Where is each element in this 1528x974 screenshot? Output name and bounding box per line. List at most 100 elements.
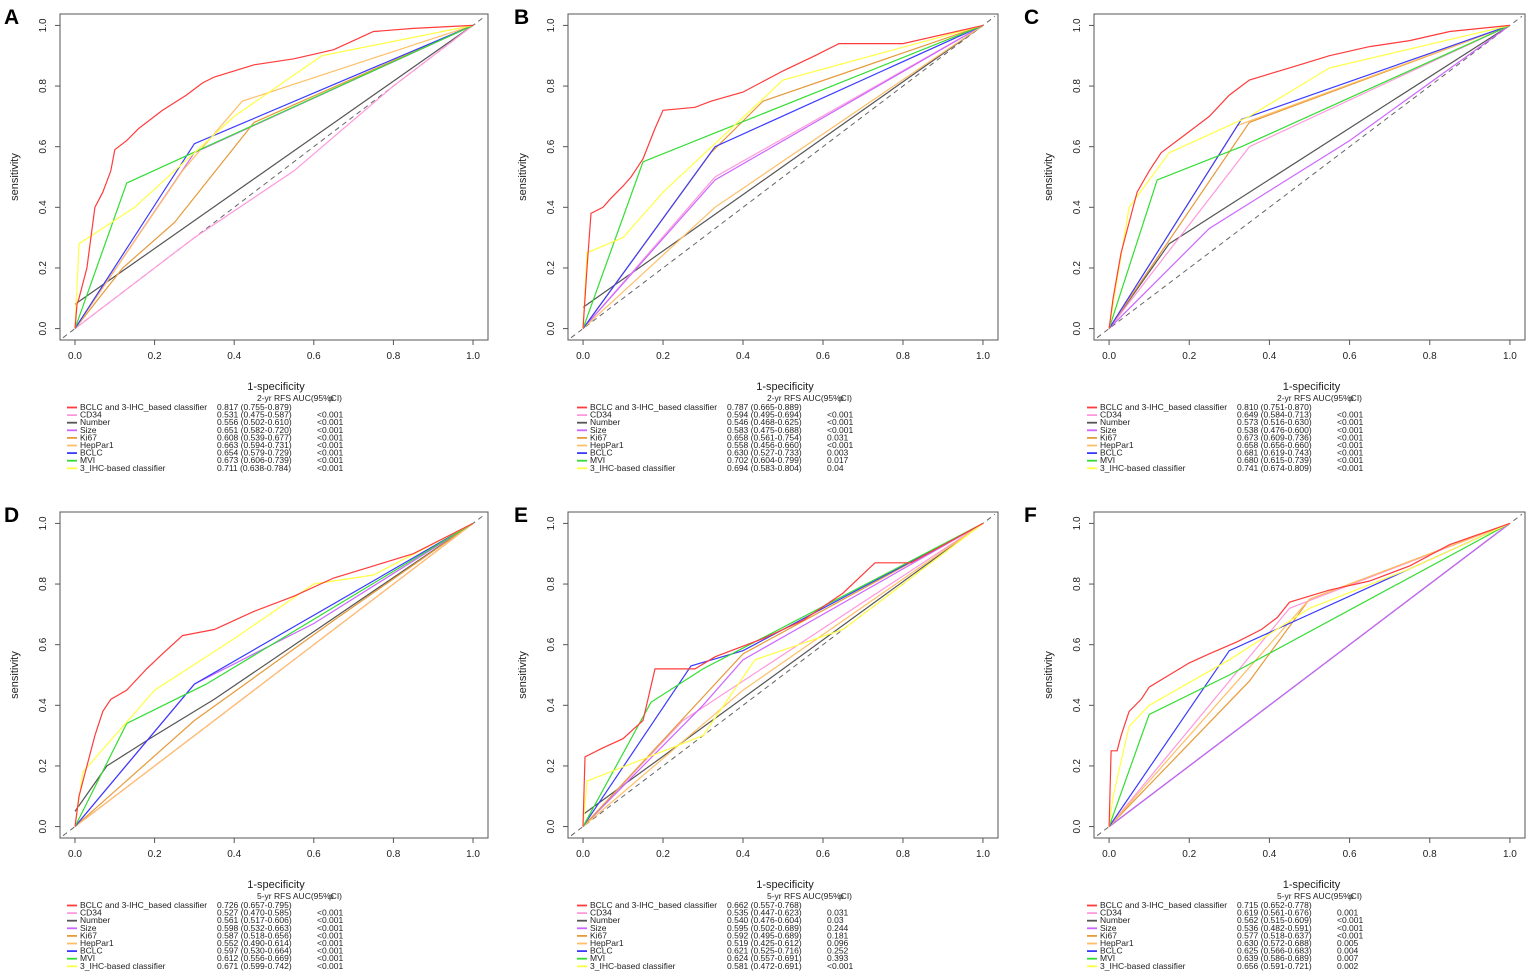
legend-p-value: <0.001: [317, 908, 344, 918]
x-tick-label: 1.0: [1503, 849, 1517, 860]
roc-curve-mvi: [582, 522, 984, 827]
legend-p-value: <0.001: [827, 425, 854, 435]
legend-auc: 0.702 (0.604-0.799): [727, 455, 802, 465]
legend-p-value: <0.001: [1337, 915, 1364, 925]
x-tick-label: 1.0: [976, 351, 990, 362]
x-tick-label: 0.0: [1102, 849, 1116, 860]
y-tick-label: 1.0: [1072, 516, 1083, 530]
roc-curve-mvi: [1108, 24, 1511, 329]
legend-series-name: MVI: [1100, 455, 1115, 465]
legend-auc: 0.527 (0.470-0.585): [217, 908, 292, 918]
panel-letter: E: [514, 504, 528, 527]
legend-series-name: Size: [590, 923, 607, 933]
x-tick-label: 0.6: [1343, 849, 1357, 860]
x-tick-label: 0.4: [227, 849, 241, 860]
y-tick-label: 1.0: [546, 516, 557, 530]
legend-p-value: <0.001: [317, 448, 344, 458]
x-tick-label: 0.4: [736, 351, 750, 362]
legend-row: CD34 0.527 (0.470-0.585) <0.001: [67, 908, 344, 918]
y-tick-label: 1.0: [38, 516, 49, 530]
legend-series-name: Number: [590, 417, 620, 427]
y-tick-label: 0.2: [38, 261, 49, 275]
legend-series-name: BCLC: [590, 448, 613, 458]
y-tick-label: 1.0: [546, 18, 557, 32]
legend: 2-yr RFS AUC(95%CI)p BCLC and 3-IHC_based…: [1087, 393, 1364, 473]
legend-series-name: 3_IHC-based classifier: [590, 961, 676, 971]
legend-row: BCLC and 3-IHC_based classifier 0.787 (0.…: [577, 402, 802, 412]
roc-curve-heppar1: [582, 522, 984, 828]
x-tick-label: 0.0: [1102, 351, 1116, 362]
legend-series-name: HepPar1: [1100, 938, 1134, 948]
legend-series-name: Ki67: [1100, 930, 1117, 940]
legend-p-value: <0.001: [827, 961, 854, 971]
legend-row: HepPar1 0.558 (0.456-0.660) <0.001: [577, 440, 854, 450]
y-tick-label: 0.8: [1072, 79, 1083, 93]
legend-auc: 0.787 (0.665-0.889): [727, 402, 802, 412]
legend-series-name: Number: [80, 417, 110, 427]
legend-p-value: <0.001: [317, 953, 344, 963]
legend-series-name: Size: [590, 425, 607, 435]
legend-series-name: MVI: [590, 953, 605, 963]
roc-curve-3-ihc-based-classifier: [74, 522, 474, 827]
x-tick-label: 0.8: [386, 351, 400, 362]
legend: 5-yr RFS AUC(95%CI)p BCLC and 3-IHC_based…: [1087, 891, 1364, 971]
y-tick-label: 0.8: [38, 577, 49, 591]
panel-letter: B: [514, 6, 529, 29]
legend-row: Number 0.546 (0.468-0.625) <0.001: [577, 417, 854, 427]
roc-curve-bclc: [74, 522, 474, 827]
x-tick-label: 0.8: [896, 351, 910, 362]
legend-auc: 0.662 (0.557-0.768): [727, 900, 802, 910]
roc-curve-bclc-and-3-ihc-based-classifier: [1108, 24, 1510, 329]
legend-p-value: 0.017: [827, 455, 849, 465]
y-tick-label: 0.0: [38, 321, 49, 335]
roc-curve-bclc-and-3-ihc-based-classifier: [1108, 522, 1511, 827]
legend-series-name: Number: [80, 915, 110, 925]
legend-header: 2-yr RFS AUC(95%CI): [257, 393, 342, 403]
legend-row: BCLC and 3-IHC_based classifier 0.715 (0.…: [1087, 900, 1312, 910]
plot-frame: [1093, 13, 1526, 341]
legend-auc: 0.558 (0.456-0.660): [727, 440, 802, 450]
legend-auc: 0.621 (0.525-0.716): [727, 946, 802, 956]
legend-series-name: MVI: [80, 953, 95, 963]
legend-header: 5-yr RFS AUC(95%CI): [1277, 891, 1362, 901]
legend-auc: 0.673 (0.606-0.739): [217, 455, 292, 465]
legend-row: Ki67 0.577 (0.518-0.637) <0.001: [1087, 930, 1364, 940]
legend-row: MVI 0.624 (0.557-0.691) 0.393: [577, 953, 849, 963]
legend-row: Size 0.536 (0.482-0.591) <0.001: [1087, 923, 1364, 933]
roc-curve-bclc: [582, 24, 984, 329]
y-tick-label: 0.6: [1072, 637, 1083, 651]
legend-series-name: HepPar1: [590, 440, 624, 450]
legend-p-header: p: [839, 891, 844, 901]
legend-p-value: <0.001: [1337, 923, 1364, 933]
roc-curve-size: [582, 24, 984, 329]
roc-curve-bclc-and-3-ihc-based-classifier: [74, 24, 474, 329]
legend-row: MVI 0.702 (0.604-0.799) 0.017: [577, 455, 849, 465]
legend-series-name: HepPar1: [80, 440, 114, 450]
panel-b: B 0.0 0.2 0.4 0.6 0.8 1.0 0.0 0.2 0.4 0.6 0.8 1.0 1-s…: [514, 6, 999, 473]
legend: 2-yr RFS AUC(95%CI)p BCLC and 3-IHC_based…: [577, 393, 854, 473]
legend-p-value: <0.001: [1337, 440, 1364, 450]
y-tick-label: 0.2: [546, 759, 557, 773]
panel-a: A 0.0 0.2 0.4 0.6 0.8 1.0 0.0 0.2 0.4 0.6 0.8 1.0 1-s…: [4, 6, 489, 473]
legend-auc: 0.552 (0.490-0.614): [217, 938, 292, 948]
legend: 2-yr RFS AUC(95%CI)p BCLC and 3-IHC_based…: [67, 393, 344, 473]
y-tick-label: 0.6: [546, 139, 557, 153]
legend-auc: 0.556 (0.502-0.610): [217, 417, 292, 427]
x-tick-label: 0.2: [148, 351, 162, 362]
legend-series-name: Ki67: [590, 930, 607, 940]
roc-curve-3-ihc-based-classifier: [582, 24, 984, 329]
legend-row: BCLC 0.625 (0.566-0.683) 0.004: [1087, 946, 1359, 956]
roc-curve-number: [74, 522, 474, 812]
roc-curve-3-ihc-based-classifier: [74, 24, 474, 329]
y-tick-label: 0.8: [1072, 577, 1083, 591]
legend-auc: 0.671 (0.599-0.742): [217, 961, 292, 971]
y-tick-label: 0.6: [1072, 139, 1083, 153]
legend-p-value: <0.001: [1337, 432, 1364, 442]
legend-row: BCLC 0.630 (0.527-0.733) 0.003: [577, 448, 849, 458]
y-tick-label: 0.2: [38, 759, 49, 773]
legend-p-value: <0.001: [317, 463, 344, 473]
legend-row: Ki67 0.587 (0.518-0.656) <0.001: [67, 930, 344, 940]
legend-row: BCLC 0.597 (0.530-0.664) <0.001: [67, 946, 344, 956]
legend-row: BCLC and 3-IHC_based classifier 0.726 (0.…: [67, 900, 292, 910]
